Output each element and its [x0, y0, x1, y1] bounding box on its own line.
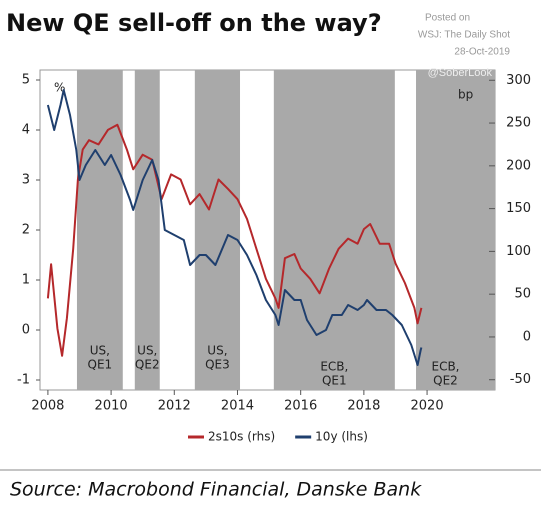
- x-tick-label: 2008: [31, 399, 64, 414]
- y2-tick-label: 100: [506, 244, 531, 259]
- credit: WSJ: The Daily Shot: [418, 30, 510, 41]
- period-label: US,: [207, 344, 227, 358]
- x-tick-label: 2018: [347, 399, 380, 414]
- period-label: ECB,: [320, 360, 348, 374]
- x-tick-label: 2016: [284, 399, 317, 414]
- legend-label: 10y (lhs): [315, 430, 368, 444]
- watermark: @SoberLook: [428, 67, 493, 79]
- series-line: [46, 123, 423, 357]
- credit: Posted on: [425, 13, 470, 24]
- y2-tick-label: 200: [506, 158, 531, 173]
- x-tick-label: 2020: [411, 399, 444, 414]
- credit: 28-Oct-2019: [454, 47, 510, 58]
- y-tick-label: 1: [22, 273, 30, 288]
- y-tick-label: 4: [22, 123, 30, 138]
- legend-label: 2s10s (rhs): [208, 430, 275, 444]
- chart-title: New QE sell-off on the way?: [6, 9, 382, 37]
- y-tick-label: 5: [22, 73, 30, 88]
- shaded-period: [76, 70, 123, 390]
- shaded-period: [273, 70, 395, 390]
- x-tick-label: 2012: [158, 399, 191, 414]
- shaded-period: [134, 70, 160, 390]
- y-tick-label: -1: [17, 373, 30, 388]
- source: Source: Macrobond Financial, Danske Bank: [10, 479, 422, 501]
- y2-tick-label: 150: [506, 201, 531, 216]
- x-tick-label: 2010: [95, 399, 128, 414]
- period-label: QE3: [205, 358, 230, 372]
- y-tick-label: 0: [22, 323, 30, 338]
- period-label: QE2: [433, 374, 458, 388]
- shaded-period: [416, 70, 495, 390]
- y2-unit: bp: [458, 88, 473, 102]
- period-label: US,: [90, 344, 110, 358]
- y-tick-label: 3: [22, 173, 30, 188]
- shaded-period: [194, 70, 241, 390]
- x-tick-label: 2014: [221, 399, 254, 414]
- period-label: ECB,: [431, 360, 459, 374]
- y2-tick-label: 50: [514, 287, 531, 302]
- y2-tick-label: 300: [506, 73, 531, 88]
- period-label: QE2: [135, 358, 160, 372]
- y2-tick-label: 0: [523, 329, 531, 344]
- series-line: [46, 89, 423, 366]
- period-label: QE1: [322, 374, 347, 388]
- y2-tick-label: 250: [506, 116, 531, 131]
- y-tick-label: 2: [22, 223, 30, 238]
- y-unit: %: [54, 81, 65, 95]
- period-label: QE1: [88, 358, 113, 372]
- period-label: US,: [137, 344, 157, 358]
- y2-tick-label: -50: [510, 372, 531, 387]
